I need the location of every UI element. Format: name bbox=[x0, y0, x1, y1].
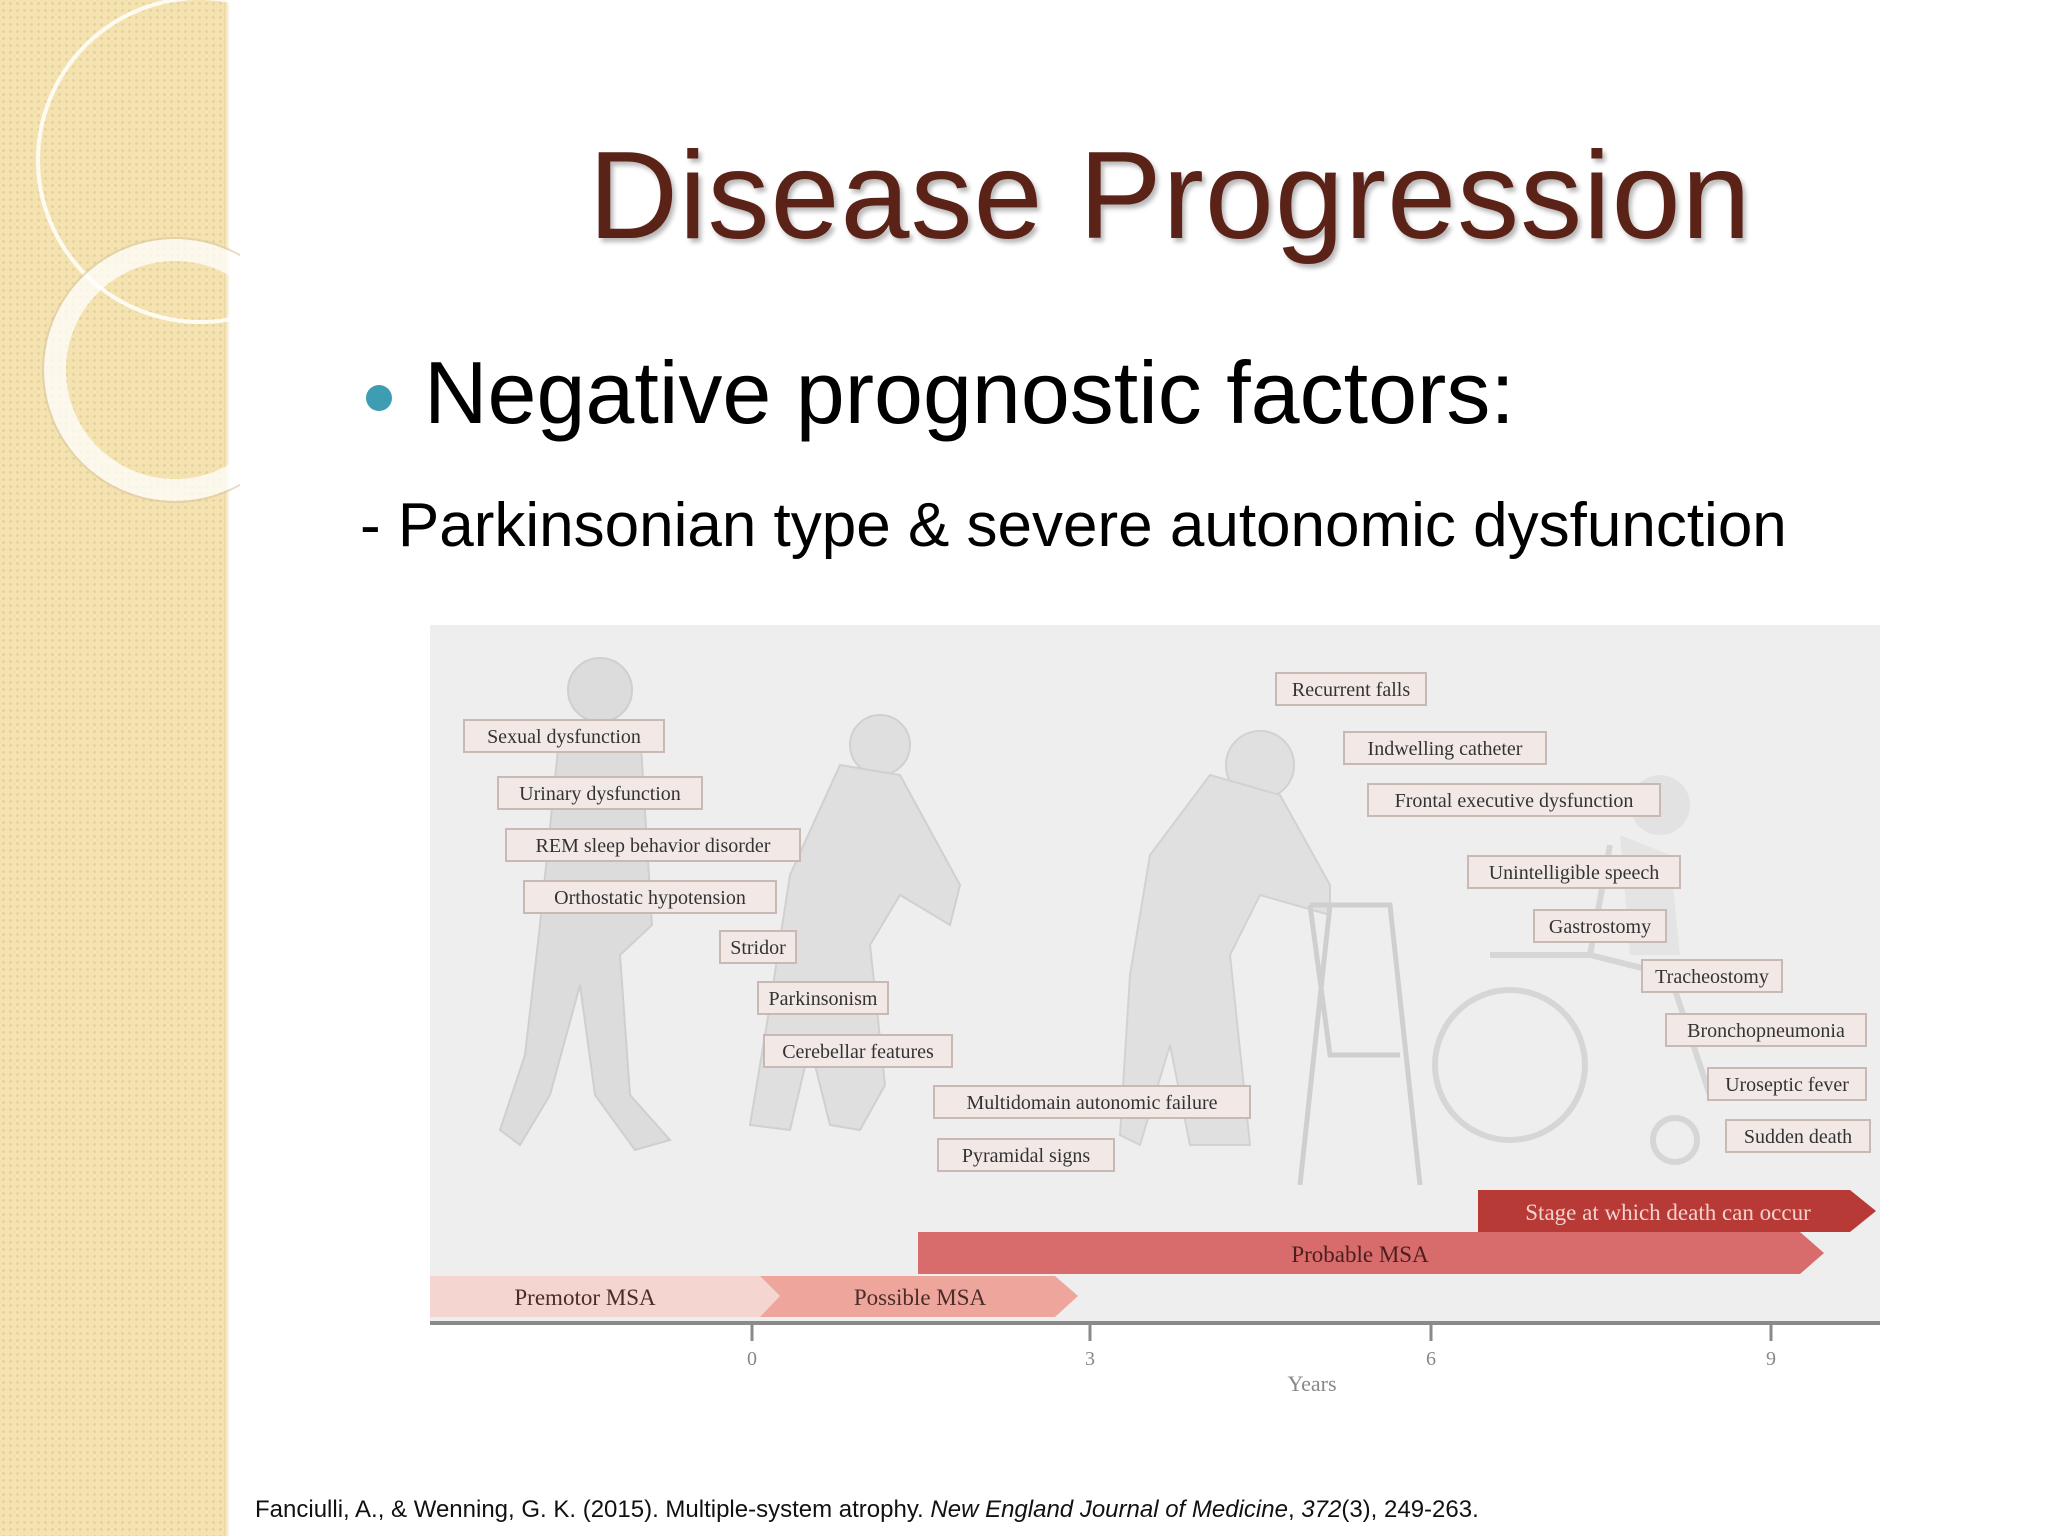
label-unintelligible-speech: Unintelligible speech bbox=[1489, 862, 1660, 884]
subpoint-dash: - bbox=[360, 491, 381, 560]
subpoint-text: Parkinsonian type & severe autonomic dys… bbox=[397, 491, 1787, 560]
axis-tick-6: 6 bbox=[1426, 1348, 1436, 1370]
axis-tick-9: 9 bbox=[1766, 1348, 1776, 1370]
disease-progression-figure: Sexual dysfunction Urinary dysfunction R… bbox=[430, 625, 1880, 1465]
bullet-dot-icon bbox=[366, 385, 392, 411]
sidebar-edge bbox=[224, 0, 230, 1536]
stage-premotor-label: Premotor MSA bbox=[514, 1285, 656, 1310]
label-stridor: Stridor bbox=[730, 937, 786, 959]
citation-journal: New England Journal of Medicine bbox=[930, 1496, 1288, 1523]
label-urinary-dysfunction: Urinary dysfunction bbox=[519, 783, 681, 805]
citation: Fanciulli, A., & Wenning, G. K. (2015). … bbox=[255, 1496, 1479, 1524]
stage-probable-arrow bbox=[918, 1232, 1824, 1274]
axis-label-years: Years bbox=[1287, 1371, 1336, 1396]
label-rem-sleep-behavior-disorder: REM sleep behavior disorder bbox=[536, 835, 771, 857]
label-tracheostomy: Tracheostomy bbox=[1655, 966, 1769, 988]
label-parkinsonism: Parkinsonism bbox=[769, 988, 878, 1010]
stage-possible-label: Possible MSA bbox=[854, 1285, 987, 1310]
subpoint: - Parkinsonian type & severe autonomic d… bbox=[360, 490, 1787, 561]
label-orthostatic-hypotension: Orthostatic hypotension bbox=[554, 887, 746, 909]
axis-tick-0: 0 bbox=[747, 1348, 757, 1370]
stage-death-label: Stage at which death can occur bbox=[1525, 1200, 1811, 1225]
label-recurrent-falls: Recurrent falls bbox=[1292, 679, 1410, 701]
label-multidomain-autonomic-failure: Multidomain autonomic failure bbox=[966, 1092, 1217, 1114]
label-sudden-death: Sudden death bbox=[1744, 1126, 1852, 1148]
bullet-text: Negative prognostic factors: bbox=[424, 343, 1515, 442]
label-bronchopneumonia: Bronchopneumonia bbox=[1687, 1020, 1845, 1042]
slide-title: Disease Progression bbox=[588, 127, 1752, 265]
citation-volume: 372 bbox=[1301, 1496, 1342, 1523]
citation-sep: , bbox=[1287, 1496, 1302, 1523]
axis-tick-3: 3 bbox=[1085, 1348, 1095, 1370]
stage-probable-label: Probable MSA bbox=[1291, 1242, 1429, 1267]
label-indwelling-catheter: Indwelling catheter bbox=[1368, 738, 1523, 760]
label-frontal-executive-dysfunction: Frontal executive dysfunction bbox=[1395, 790, 1634, 812]
decorative-rings bbox=[36, 0, 240, 503]
stage-premotor-arrow bbox=[430, 1276, 780, 1317]
label-sexual-dysfunction: Sexual dysfunction bbox=[487, 726, 641, 748]
person-with-walker-illustration bbox=[1118, 730, 1423, 1186]
citation-pages: (3), 249-263. bbox=[1341, 1496, 1479, 1523]
stage-possible-arrow bbox=[760, 1276, 1078, 1317]
label-gastrostomy: Gastrostomy bbox=[1549, 916, 1651, 938]
label-cerebellar-features: Cerebellar features bbox=[782, 1041, 934, 1063]
citation-authors: Fanciulli, A., & Wenning, G. K. (2015). … bbox=[255, 1496, 931, 1523]
label-pyramidal-signs: Pyramidal signs bbox=[962, 1145, 1091, 1167]
stage-death-arrow bbox=[1478, 1190, 1876, 1232]
label-uroseptic-fever: Uroseptic fever bbox=[1725, 1074, 1849, 1096]
